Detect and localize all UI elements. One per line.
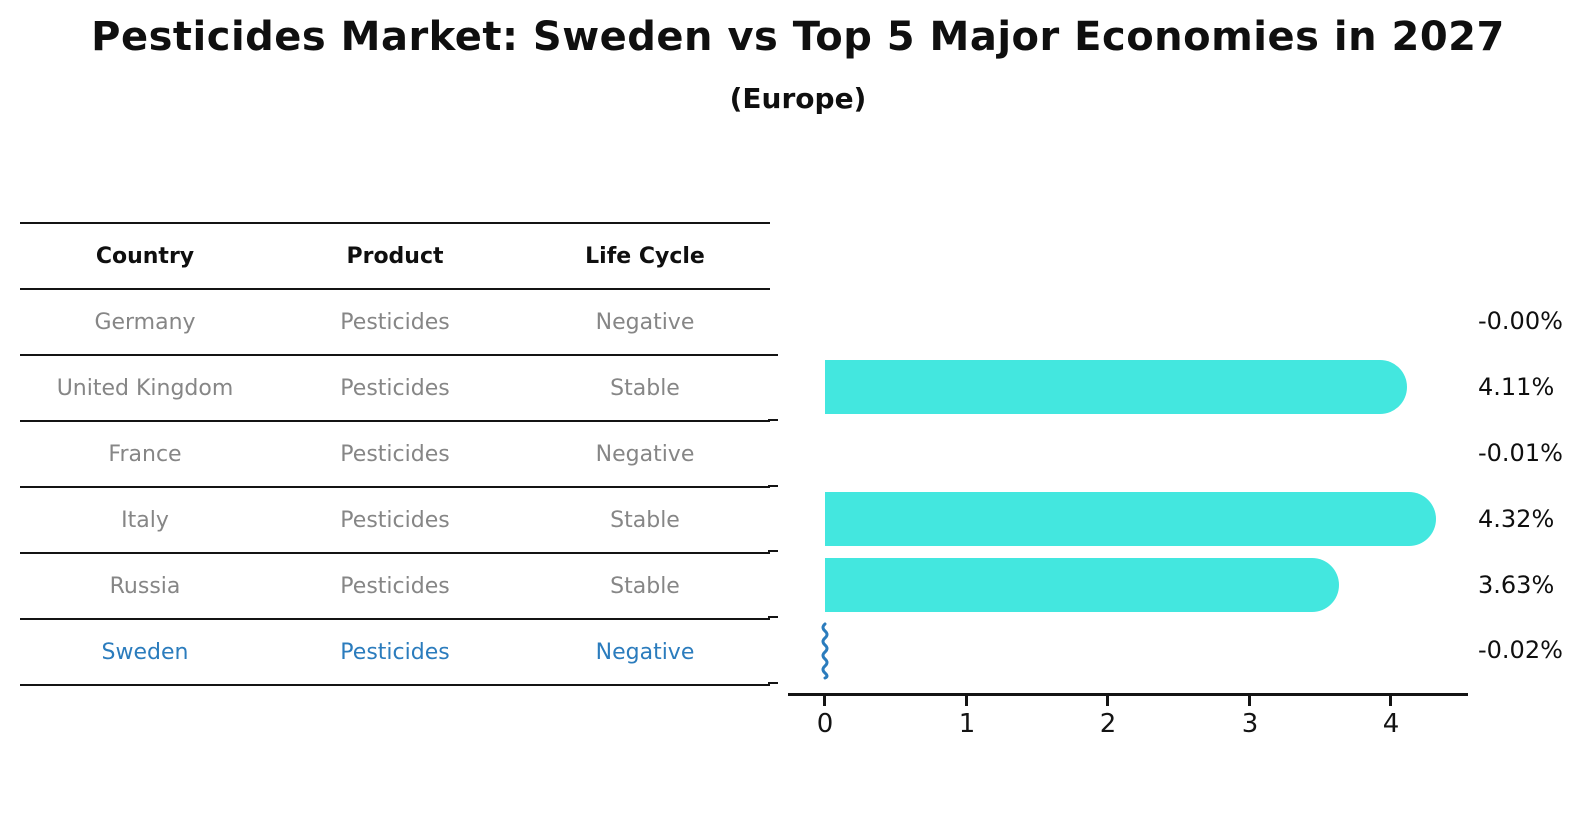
column-header-life-cycle: Life Cycle — [585, 243, 705, 269]
chart-title: Pesticides Market: Sweden vs Top 5 Major… — [91, 14, 1505, 60]
y-axis-tick — [768, 682, 778, 684]
bar-united-kingdom — [825, 360, 1407, 414]
y-axis-tick — [768, 419, 778, 421]
cell-country: Italy — [121, 507, 169, 533]
x-tick-3 — [1248, 696, 1251, 706]
table-header-row: Country Product Life Cycle — [20, 224, 770, 290]
x-tick-label: 3 — [1241, 709, 1259, 739]
cell-product: Pesticides — [340, 573, 450, 599]
x-axis-line — [788, 693, 1468, 696]
y-axis-tick — [768, 550, 778, 552]
x-tick-4 — [1389, 696, 1392, 706]
y-axis-tick — [768, 616, 778, 618]
column-header-product: Product — [346, 243, 444, 269]
x-tick-1 — [965, 696, 968, 706]
value-label-united-kingdom: 4.11% — [1478, 373, 1555, 401]
cell-country: Sweden — [101, 639, 189, 665]
x-tick-0 — [823, 696, 826, 706]
y-axis-tick — [768, 354, 778, 356]
cell-life-cycle: Stable — [610, 375, 680, 401]
cell-life-cycle: Negative — [595, 309, 695, 335]
cell-product: Pesticides — [340, 639, 450, 665]
value-label-russia: 3.63% — [1478, 571, 1555, 599]
table-row-france: France Pesticides Negative — [20, 422, 770, 488]
cell-life-cycle: Stable — [610, 507, 680, 533]
table-row-united-kingdom: United Kingdom Pesticides Stable — [20, 356, 770, 422]
cell-product: Pesticides — [340, 441, 450, 467]
cell-product: Pesticides — [340, 309, 450, 335]
cell-product: Pesticides — [340, 507, 450, 533]
y-axis-tick — [768, 485, 778, 487]
column-header-country: Country — [95, 243, 195, 269]
value-label-sweden: -0.02% — [1478, 636, 1563, 664]
cell-country: Russia — [109, 573, 181, 599]
cell-country: United Kingdom — [56, 375, 234, 401]
x-tick-label: 4 — [1382, 709, 1400, 739]
value-label-italy: 4.32% — [1478, 505, 1555, 533]
table-row-italy: Italy Pesticides Stable — [20, 488, 770, 554]
table-row-germany: Germany Pesticides Negative — [20, 290, 770, 356]
value-label-germany: -0.00% — [1478, 307, 1563, 335]
x-tick-label: 1 — [958, 709, 976, 739]
cell-life-cycle: Negative — [595, 639, 695, 665]
value-label-france: -0.01% — [1478, 439, 1563, 467]
cell-life-cycle: Stable — [610, 573, 680, 599]
chart-subtitle: (Europe) — [729, 82, 867, 115]
cell-country: Germany — [94, 309, 196, 335]
bar-italy — [825, 492, 1436, 546]
x-tick-label: 0 — [816, 709, 834, 739]
cell-life-cycle: Negative — [595, 441, 695, 467]
country-table: Country Product Life Cycle Germany Pesti… — [20, 222, 770, 686]
bar-russia — [825, 558, 1339, 612]
table-row-sweden: Sweden Pesticides Negative — [20, 620, 770, 686]
x-tick-2 — [1106, 696, 1109, 706]
x-tick-label: 2 — [1099, 709, 1117, 739]
cell-product: Pesticides — [340, 375, 450, 401]
cell-country: France — [108, 441, 182, 467]
table-row-russia: Russia Pesticides Stable — [20, 554, 770, 620]
sweden-squiggle-marker — [821, 622, 829, 680]
